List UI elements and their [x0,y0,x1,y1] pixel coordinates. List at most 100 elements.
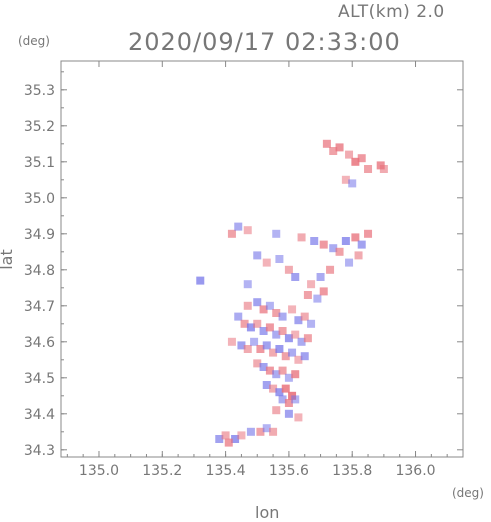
echo-point [341,237,350,245]
x-tick-label: 136.0 [395,463,435,479]
echo-point [294,355,303,364]
echo-point [364,165,373,173]
echo-point [303,291,312,299]
echo-point [303,334,312,343]
echo-point [291,330,300,339]
echo-point [351,233,360,242]
echo-point [281,352,290,361]
echo-point [256,427,265,436]
echo-point [284,399,293,407]
echo-point [272,309,281,317]
echo-point [272,406,281,415]
echo-point [246,427,255,436]
y-tick-label: 35.3 [24,83,55,99]
echo-point [329,244,338,253]
echo-point [275,255,284,263]
echo-point [297,337,306,346]
y-unit-label: (deg) [18,34,50,48]
echo-point [278,366,287,375]
echo-point [291,273,300,281]
echo-point [345,258,354,267]
echo-point [265,301,274,310]
echo-point [231,435,240,443]
echo-point [319,287,328,296]
echo-point [243,280,252,289]
echo-point [265,366,274,375]
echo-point [341,175,350,184]
echo-point [275,345,284,353]
y-tick-label: 34.9 [24,227,55,243]
echo-point [329,147,338,155]
x-axis-label: lon [255,503,280,522]
echo-point [259,305,268,314]
echo-point [262,381,271,389]
echo-point [313,294,322,303]
y-tick-label: 35.0 [24,191,55,207]
echo-point [297,233,306,242]
echo-point [253,359,262,368]
y-tick-label: 34.5 [24,371,55,387]
echo-point [269,427,278,436]
echo-point [379,165,388,173]
x-tick-label: 135.6 [269,463,309,479]
echo-point [253,319,262,328]
echo-point [259,363,268,371]
echo-point [288,348,297,357]
echo-point [253,251,262,260]
echo-point [288,305,297,314]
echo-point [284,409,293,418]
echo-point [326,265,335,274]
echo-point [291,370,300,379]
echo-point [300,312,309,321]
echo-point [256,345,265,353]
echo-point [294,316,303,325]
y-tick-label: 34.7 [24,299,55,315]
echo-point [278,312,287,321]
echo-point [243,301,252,310]
echo-point [246,323,255,332]
echo-point [310,237,319,245]
echo-point [227,337,236,346]
y-tick-label: 34.8 [24,263,55,279]
echo-point [294,413,303,422]
x-tick-label: 135.0 [79,463,119,479]
echo-point [278,395,287,404]
echo-point [284,334,293,343]
echo-point [234,222,243,231]
echo-point [243,226,252,235]
echo-point [307,280,316,289]
echo-point [240,319,249,328]
x-unit-label: (deg) [452,486,484,500]
echo-point [227,229,236,238]
echo-point [284,373,293,382]
echo-point [351,157,360,166]
echo-point [196,276,205,285]
echo-point [265,323,274,332]
echo-point [224,438,233,447]
echo-point [354,251,363,260]
axis-ticks: 135.0 135.2 135.4 135.6 135.8 136.0 34.3 34.4 34… [24,61,463,479]
echo-point [307,319,316,328]
echo-point [284,265,293,274]
echo-point [269,348,278,357]
echo-point [300,352,309,361]
echo-point [237,341,246,350]
chart-title: 2020/09/17 02:33:00 [128,28,401,56]
x-tick-label: 135.8 [332,463,372,479]
echo-point [278,327,287,335]
y-tick-label: 34.6 [24,335,55,351]
echo-point [215,435,224,443]
echo-point [259,327,268,335]
echo-point [357,154,366,163]
y-tick-label: 35.1 [24,155,55,171]
echo-point [262,258,271,267]
echo-point [272,370,281,379]
echo-point [316,273,325,281]
echo-point [272,330,281,339]
echo-point [237,431,246,440]
echo-point [275,388,284,397]
x-tick-label: 135.2 [142,463,182,479]
echo-point [322,139,331,148]
echo-point [253,298,262,307]
plot-frame [60,60,464,458]
